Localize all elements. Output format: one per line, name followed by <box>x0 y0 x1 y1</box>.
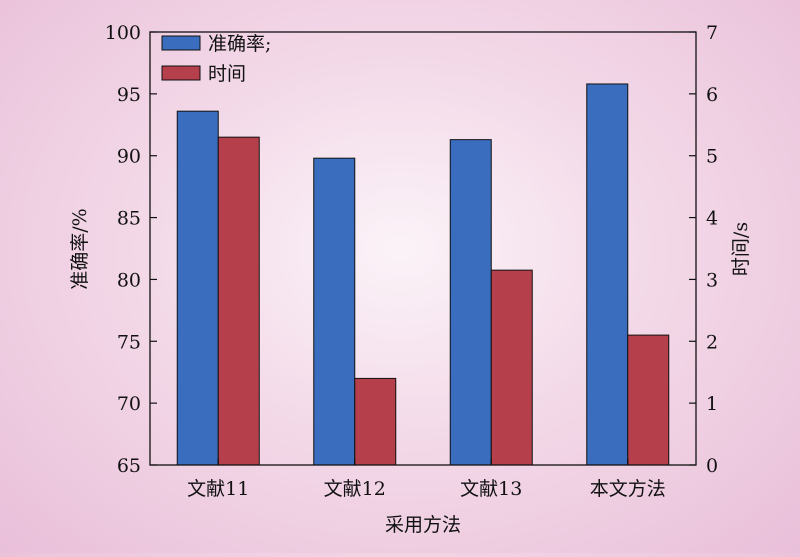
legend-label-time: 时间 <box>208 63 246 85</box>
y2-tick-label-6: 6 <box>706 84 718 106</box>
y-tick-label-3: 80 <box>117 269 141 291</box>
x-tick-label-3: 文献13 <box>460 478 522 500</box>
y2-tick-label-0: 0 <box>706 455 718 477</box>
accuracy-bar-1 <box>176 110 219 466</box>
legend: 准确率; 时间 <box>161 33 271 85</box>
y2-tick-label-3: 3 <box>706 269 718 291</box>
y2-tick-label-5: 5 <box>706 146 718 168</box>
time-bar-2 <box>354 377 397 466</box>
y2-tick-label-2: 2 <box>706 331 718 353</box>
time-bar-1 <box>217 136 260 466</box>
x-tick-label-1: 文献11 <box>187 478 249 500</box>
y-tick-label-4: 85 <box>117 208 141 230</box>
y-tick-label-7: 100 <box>105 22 141 44</box>
y-tick-label-1: 70 <box>117 393 141 415</box>
legend-swatch-accuracy <box>161 35 201 51</box>
accuracy-bar-3 <box>449 139 492 466</box>
y2-axis-label: 时间/s <box>730 222 752 276</box>
x-tick-label-4: 本文方法 <box>590 478 666 500</box>
y2-tick-label-7: 7 <box>706 22 718 44</box>
y2-tick-label-1: 1 <box>706 393 718 415</box>
legend-swatch-time <box>161 65 201 81</box>
y-tick-label-0: 65 <box>117 455 141 477</box>
y-tick-label-6: 95 <box>117 84 141 106</box>
y-axis-label: 准确率/% <box>69 208 91 289</box>
y-tick-label-2: 75 <box>117 331 141 353</box>
time-bar-4 <box>627 334 670 466</box>
x-tick-label-2: 文献12 <box>324 478 386 500</box>
y-tick-label-5: 90 <box>117 146 141 168</box>
ticks-layer: 文献11 文献12 文献13 本文方法 65 70 75 80 85 90 95 100 0 1 2 3 4 5 6… <box>105 22 718 500</box>
y2-tick-label-4: 4 <box>706 208 718 230</box>
plot-frame <box>149 31 697 466</box>
accuracy-bar-4 <box>586 83 629 466</box>
bars-layer <box>176 83 670 466</box>
time-bar-3 <box>490 269 533 466</box>
accuracy-bar-2 <box>313 157 356 466</box>
x-axis-label: 采用方法 <box>385 514 461 536</box>
legend-label-accuracy: 准确率; <box>208 33 271 55</box>
